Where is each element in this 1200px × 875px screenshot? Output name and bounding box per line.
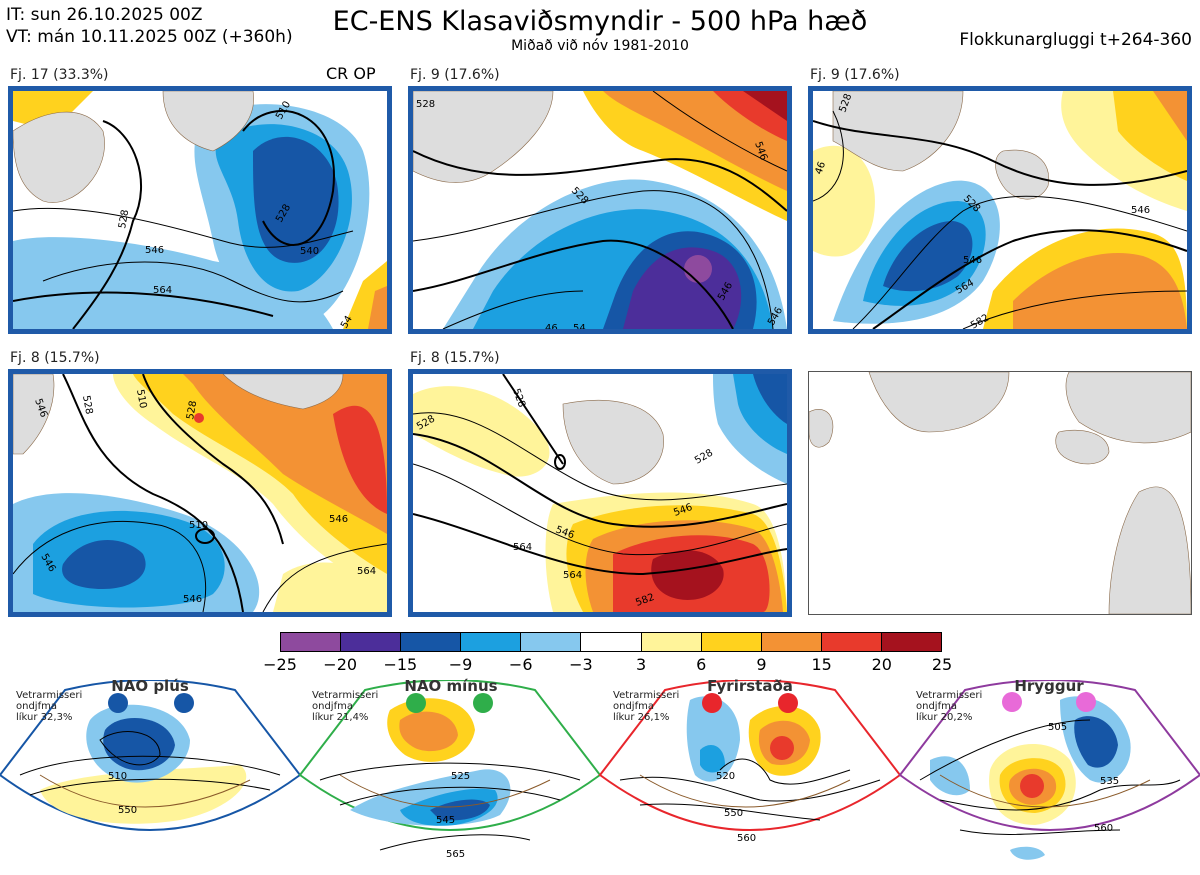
blocking-dot (778, 693, 798, 713)
regime-title-blocking: Fyrirstaða (707, 677, 793, 695)
colorbar-labels: −25 −20 −15 −9 −6 −3 3 6 9 15 20 25 (263, 655, 952, 677)
nao-minus-dot (473, 693, 493, 713)
panel-1-contour-label: 528 (117, 209, 131, 230)
nao-plus-dot (174, 693, 194, 713)
regime-contour-label: 525 (451, 771, 470, 782)
panel-3-contour-label: 546 (1131, 205, 1150, 216)
panel-3-contour-label: 546 (963, 255, 982, 266)
regime-contour-label: 550 (724, 808, 743, 819)
panel-4-contour-label: 528 (185, 400, 199, 421)
panel-2-contour-label: 528 (416, 99, 435, 110)
regime-contour-label: 535 (1100, 776, 1119, 787)
panel-5-contour-label: 564 (513, 542, 532, 553)
colorbar-tick-label: 9 (756, 655, 767, 674)
colorbar-swatch (340, 633, 401, 651)
colorbar-swatch (520, 633, 581, 651)
colorbar-swatch (460, 633, 521, 651)
panel-1-contour-label: 564 (153, 285, 172, 296)
colorbar-swatch (760, 633, 821, 651)
cluster-map-5: 528 528 528 546 546 564 564 582 (408, 369, 792, 617)
empty-map (808, 371, 1192, 615)
page-subtitle: Miðað við nóv 1981-2010 (511, 38, 689, 54)
colorbar-swatch (580, 633, 641, 651)
regime-contour-label: 560 (737, 833, 756, 844)
panel-5-contour-label: 564 (563, 570, 582, 581)
ridge-dot (1002, 692, 1022, 712)
blocking-dot (702, 693, 722, 713)
colorbar-tick-label: 25 (931, 655, 953, 674)
colorbar-tick-label: −15 (383, 655, 418, 674)
colorbar-swatch (281, 633, 341, 651)
page-title: EC-ENS Klasaviðsmyndir - 500 hPa hæð (332, 6, 868, 37)
regime-row: 510 550 525 545 565 520 550 560 505 535 … (0, 679, 1200, 871)
nao-plus-dot (108, 693, 128, 713)
colorbar-tick-label: −6 (508, 655, 533, 674)
regime-ridge (898, 679, 1200, 860)
regime-contour-label: 505 (1048, 722, 1067, 733)
panel-5-label: Fj. 8 (15.7%) (410, 350, 500, 366)
regime-info-nao-minus: Vetrarmisseri ondjfma líkur 21,4% (312, 690, 379, 723)
cluster-map-2: 528 546 528 546 546 54 46 (408, 86, 792, 334)
regime-blocking (598, 679, 902, 831)
panel-4-contour-label: 564 (357, 566, 376, 577)
regime-title-ridge: Hryggur (1014, 677, 1084, 695)
regime-info-ridge: Vetrarmisseri ondjfma líkur 20,2% (916, 690, 983, 723)
regime-nao-minus (298, 679, 602, 851)
panel-4-contour-label: 510 (134, 389, 148, 410)
regime-contour-label: 565 (446, 849, 465, 860)
panel-1-contour-label: 546 (145, 245, 164, 256)
regime-contour-label: 510 (108, 771, 127, 782)
colorbar-tick-label: 15 (811, 655, 832, 674)
cluster-map-1: 510 528 528 540 546 564 54 (8, 86, 392, 334)
regime-contour-label: 560 (1094, 823, 1113, 834)
panel-1-contour-label: 540 (300, 246, 319, 257)
regime-title-nao-plus: NAO plús (111, 677, 189, 695)
regime-contour-label: 550 (118, 805, 137, 816)
regime-contour-label: 520 (716, 771, 735, 782)
ridge-dot (1076, 692, 1096, 712)
regime-nao-plus (0, 679, 302, 831)
regime-info-nao-plus: Vetrarmisseri ondjfma líkur 32,3% (16, 690, 83, 723)
panel-2-contour-label: 46 (545, 323, 558, 329)
panel-3-contour-label: 46 (813, 160, 828, 176)
colorbar-tick-label: −20 (323, 655, 358, 674)
panel-4-contour-label: 510 (189, 520, 208, 531)
panel-2-contour-label: 54 (573, 323, 586, 329)
cluster-map-4: 546 528 510 528 510 546 546 564 546 (8, 369, 392, 617)
cluster-map-3: 528 46 528 546 546 564 582 (808, 86, 1192, 334)
regime-title-nao-minus: NAO mínus (404, 677, 498, 695)
regime-contour-label: 545 (436, 815, 455, 826)
colorbar-tick-label: −25 (263, 655, 297, 674)
colorbar-swatch (400, 633, 461, 651)
window-label: Flokkunargluggi t+264-360 (959, 30, 1192, 50)
colorbar-tick-label: 3 (635, 655, 647, 674)
colorbar-tick-label: −3 (569, 655, 593, 674)
colorbar-swatch (640, 633, 701, 651)
panel-4-label: Fj. 8 (15.7%) (10, 350, 100, 366)
panel-4-contour-label: 546 (183, 594, 202, 605)
panel-4-contour-label: 546 (329, 514, 348, 525)
nao-minus-dot (406, 693, 426, 713)
regime-info-blocking: Vetrarmisseri ondjfma líkur 26,1% (613, 690, 680, 723)
colorbar-swatch (880, 633, 942, 651)
colorbar (280, 632, 942, 652)
header-dates: IT: sun 26.10.2025 00Z VT: mán 10.11.202… (6, 4, 293, 48)
colorbar-tick-label: 6 (696, 655, 707, 674)
colorbar-swatch (700, 633, 761, 651)
panel-1-contour-label: 54 (339, 314, 355, 329)
panel-1-label: Fj. 17 (33.3%) (10, 67, 109, 83)
panel-4-contour-label: 528 (80, 395, 94, 416)
valid-time: VT: mán 10.11.2025 00Z (+360h) (6, 27, 293, 47)
init-time: IT: sun 26.10.2025 00Z (6, 5, 203, 25)
colorbar-tick-label: 20 (871, 655, 892, 674)
colorbar-tick-label: −9 (448, 655, 473, 674)
panel-1-crop-tag: CR OP (326, 64, 376, 83)
colorbar-swatch (820, 633, 881, 651)
panel-2-label: Fj. 9 (17.6%) (410, 67, 500, 83)
panel-3-label: Fj. 9 (17.6%) (810, 67, 900, 83)
